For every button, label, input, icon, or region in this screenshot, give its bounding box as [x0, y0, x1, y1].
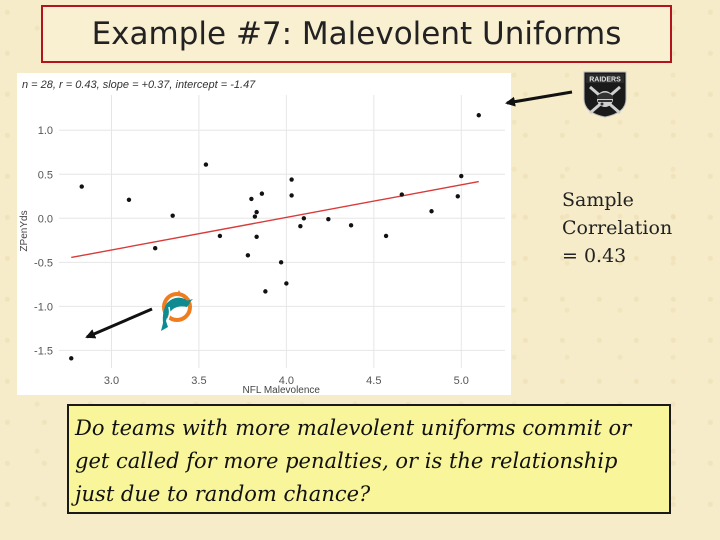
data-point	[289, 177, 294, 182]
data-point	[476, 113, 481, 118]
x-tick-label: 3.0	[104, 375, 119, 387]
data-point	[254, 234, 259, 239]
slide-title: Example #7: Malevolent Uniforms	[91, 16, 622, 52]
data-point	[455, 194, 460, 199]
data-point	[79, 184, 84, 189]
correlation-text: Sample Correlation = 0.43	[562, 186, 672, 270]
data-point	[69, 356, 74, 361]
correlation-line-3: = 0.43	[562, 245, 627, 267]
plot-stats-text: n = 28, r = 0.43, slope = +0.37, interce…	[22, 79, 256, 91]
data-point	[284, 281, 289, 286]
x-tick-label: 4.0	[279, 375, 294, 387]
data-point	[126, 197, 132, 202]
data-point	[252, 214, 258, 219]
data-point	[245, 253, 251, 258]
data-point	[289, 193, 294, 198]
data-point	[298, 224, 303, 229]
raiders-logo-text: RAIDERS	[589, 77, 621, 84]
data-point	[152, 246, 158, 251]
scatter-plot: 3.0 3.5 4.0 4.5 5.0 -1.5 -1.0 -0.5 0.0 0.5 1.0 NFL …	[19, 95, 505, 396]
y-axis-label: ZPenYds	[19, 210, 30, 251]
data-point	[429, 209, 434, 214]
title-box: Example #7: Malevolent Uniforms	[41, 5, 672, 63]
data-point	[301, 216, 307, 221]
data-point	[326, 216, 331, 222]
x-tick-label: 5.0	[454, 375, 469, 387]
data-point	[249, 196, 254, 202]
dolphins-logo-icon	[161, 290, 193, 331]
question-text: Do teams with more malevolent uniforms c…	[75, 416, 632, 506]
y-tick-label: -1.5	[34, 345, 53, 357]
data-point	[254, 209, 259, 215]
data-point	[217, 233, 223, 239]
y-tick-label: -0.5	[34, 257, 53, 269]
data-point	[203, 162, 209, 167]
correlation-line-2: Correlation	[562, 217, 673, 239]
data-point	[170, 213, 175, 218]
scatter-plot-panel: n = 28, r = 0.43, slope = +0.37, interce…	[17, 73, 511, 396]
data-point	[259, 191, 265, 196]
data-point	[348, 223, 354, 228]
x-axis-label: NFL Malevolence	[243, 385, 321, 395]
y-tick-label: -1.0	[34, 301, 53, 313]
raiders-arrow	[505, 90, 573, 107]
x-tick-label: 3.5	[191, 375, 206, 387]
raiders-logo-icon: RAIDERS	[583, 71, 627, 118]
question-box: Do teams with more malevolent uniforms c…	[67, 404, 671, 514]
y-tick-label: 0.0	[38, 213, 53, 225]
y-tick-label: 1.0	[38, 125, 53, 137]
data-point	[383, 233, 389, 239]
regression-line	[71, 180, 479, 259]
data-point	[263, 289, 268, 294]
y-tick-label: 0.5	[38, 169, 53, 181]
data-point	[399, 192, 405, 197]
data-point	[278, 260, 284, 265]
x-tick-label: 4.5	[366, 375, 381, 387]
correlation-line-1: Sample	[562, 189, 634, 211]
data-point	[459, 173, 464, 179]
